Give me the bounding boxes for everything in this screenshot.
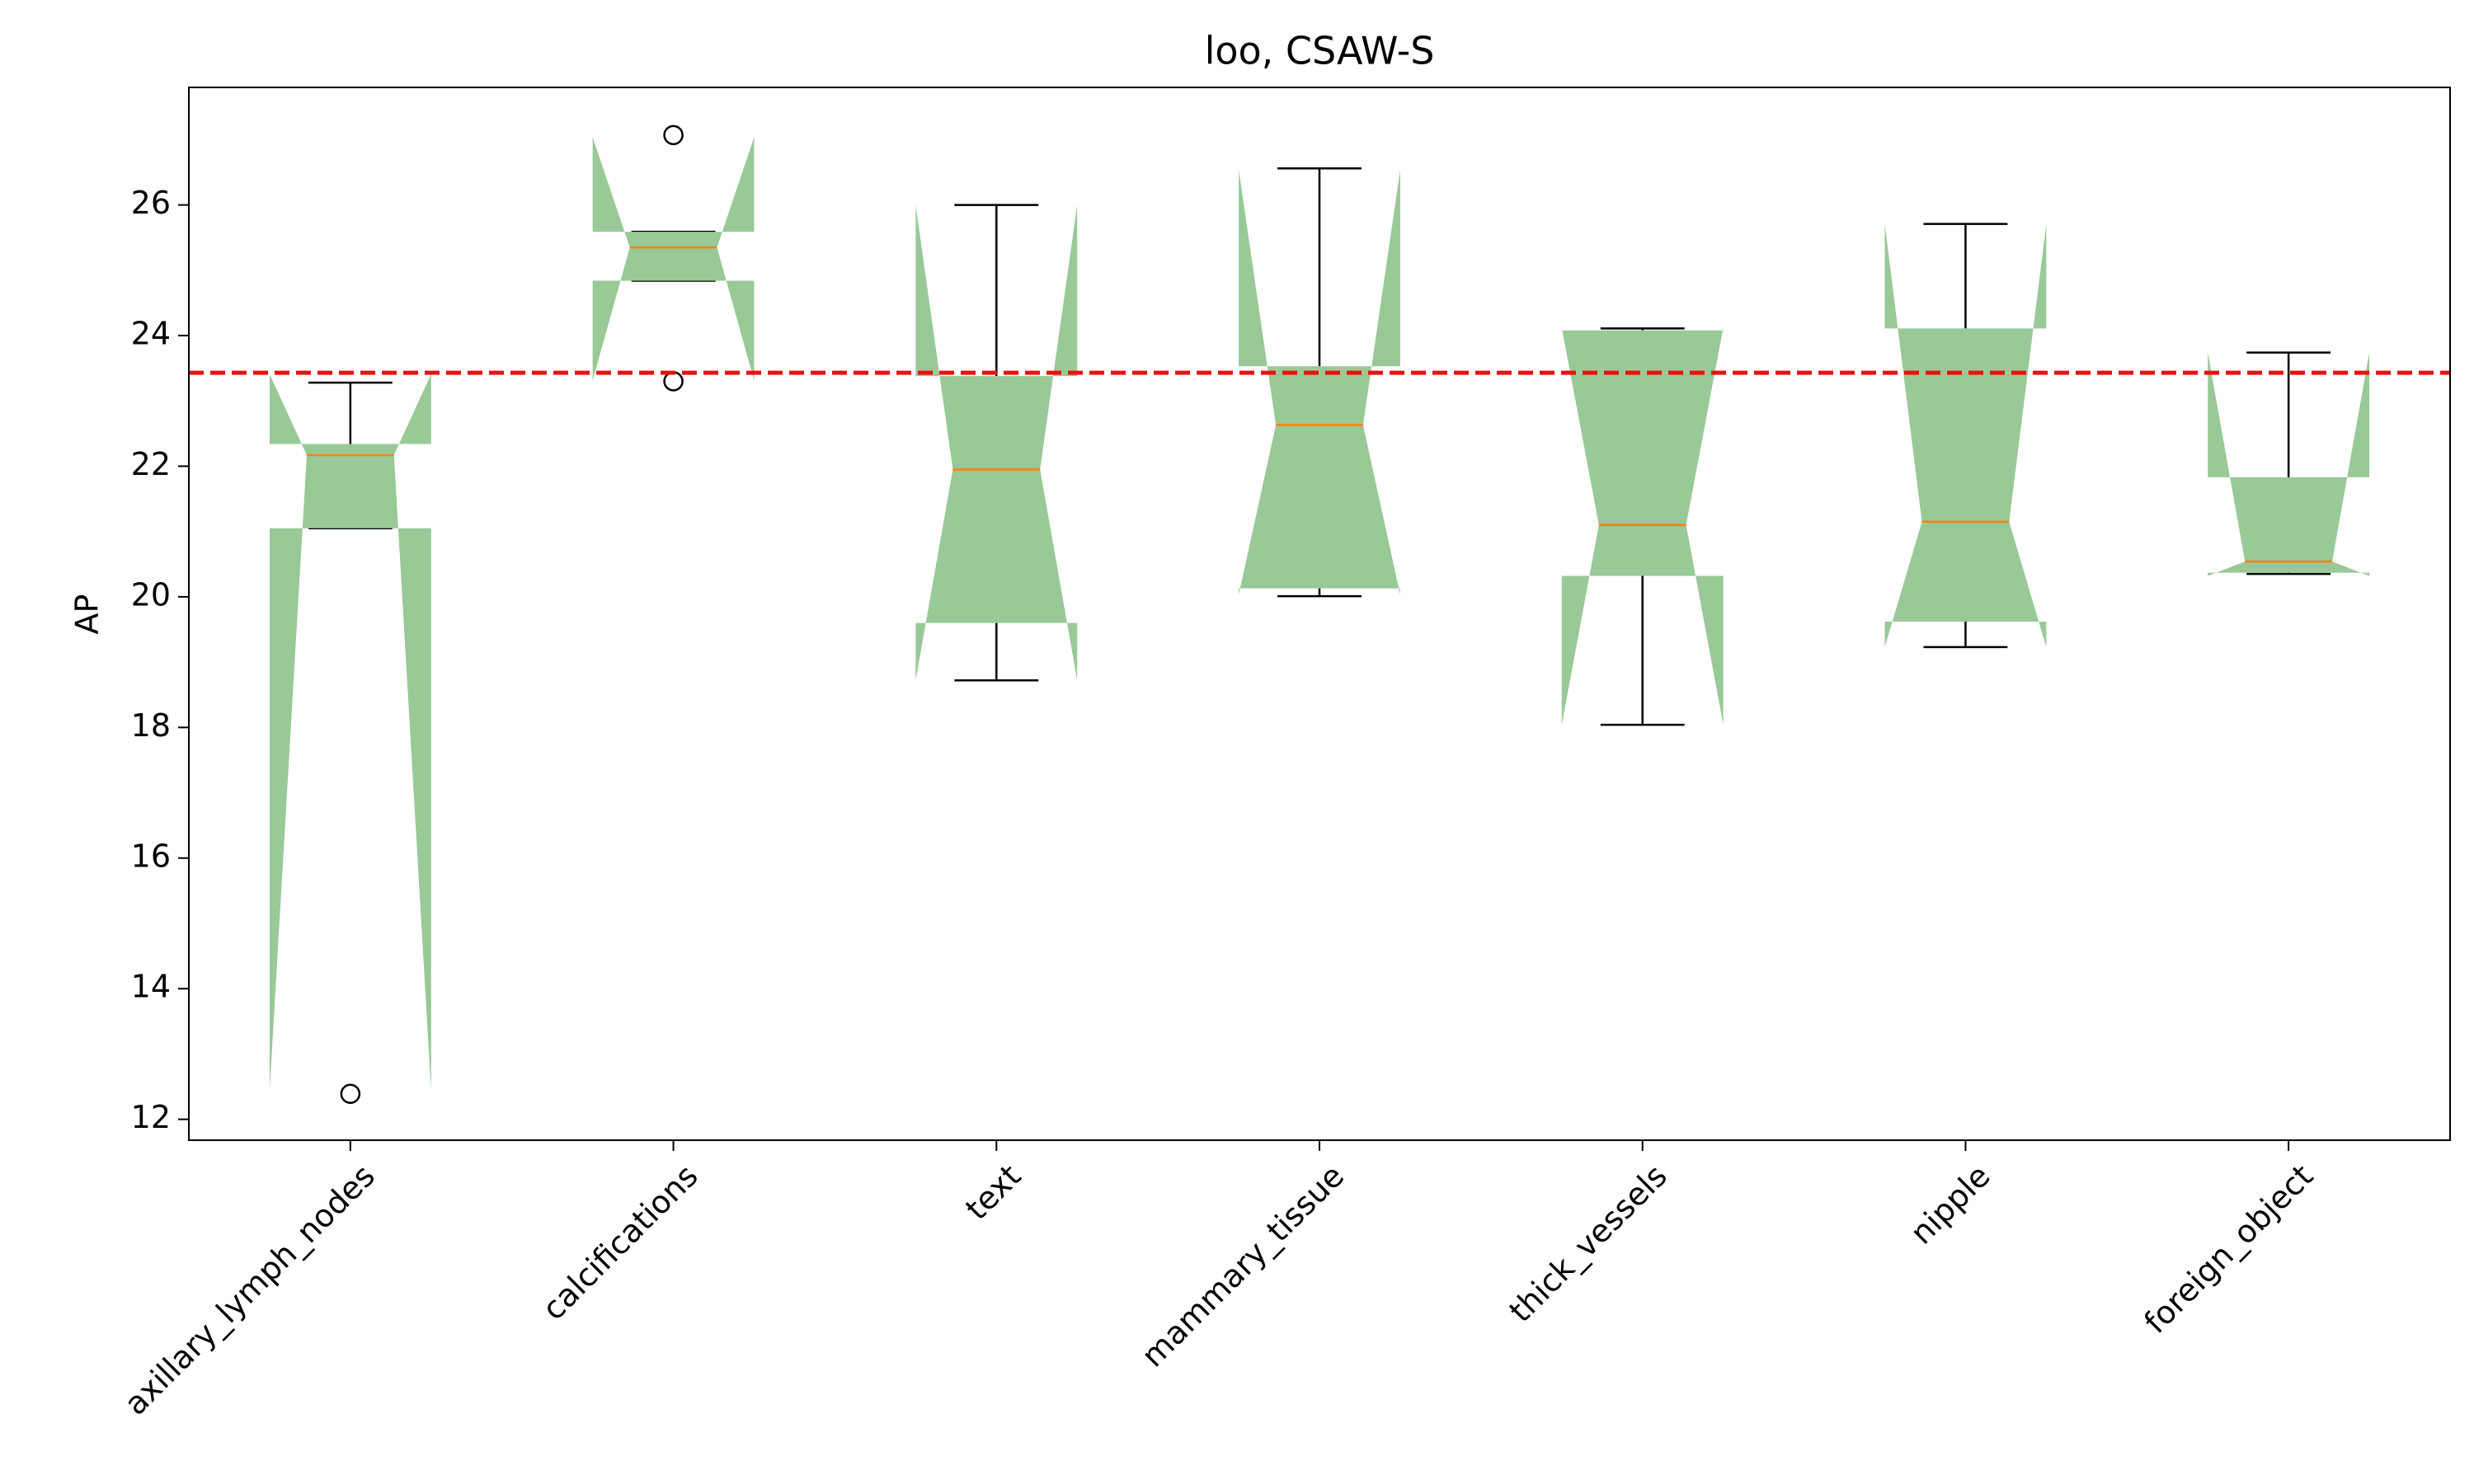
box [1239,169,1400,595]
y-tick-label: 26 [131,185,171,221]
y-tick-label: 12 [131,1099,171,1135]
x-tick-label: calcifications [535,1158,705,1327]
chart-title: loo, CSAW-S [1205,29,1435,73]
x-tick-label: nipple [1903,1158,1997,1252]
box [915,204,1078,681]
y-tick-label: 24 [131,316,171,352]
flier [340,1083,361,1105]
y-tick-label: 20 [131,576,171,613]
box [1884,223,2047,647]
y-axis-label: AP [69,594,106,635]
y-tick-label: 22 [131,446,171,482]
flier [663,371,684,392]
box [269,373,431,1091]
x-tick-label: foreign_object [2138,1158,2321,1341]
axes-frame [188,87,2451,1141]
x-tick-label: mammary_tissue [1135,1158,1352,1374]
box [1561,327,1724,726]
box [2208,352,2370,576]
y-tick-label: 18 [131,707,171,744]
box [592,137,755,381]
x-tick-label: text [958,1158,1028,1227]
y-tick-label: 14 [131,969,171,1005]
x-tick-label: axillary_lymph_nodes [117,1158,382,1422]
y-tick-label: 16 [131,838,171,874]
flier [663,124,684,146]
x-tick-label: thick_vessels [1503,1158,1674,1329]
